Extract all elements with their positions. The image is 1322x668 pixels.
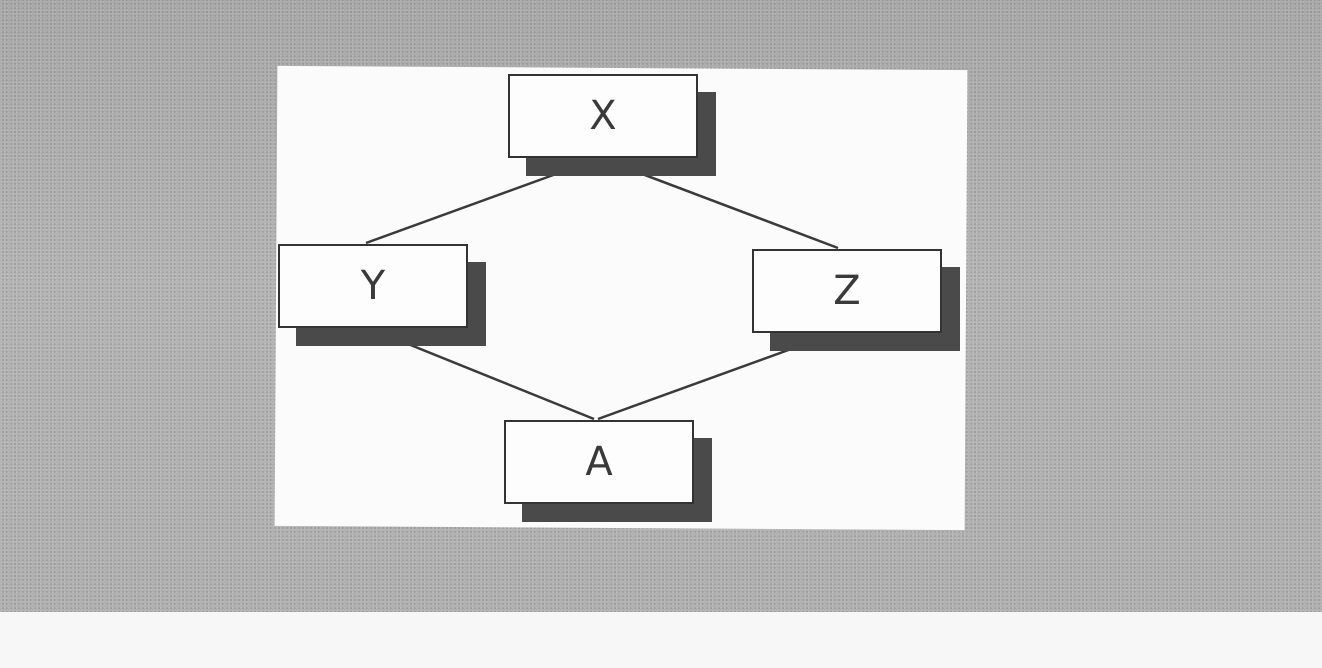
- node-label: Z: [833, 268, 861, 314]
- node-label: A: [585, 439, 613, 485]
- node-box: A: [504, 420, 694, 504]
- node-box: X: [508, 74, 698, 158]
- node-label: Y: [360, 263, 386, 309]
- node-label: X: [589, 93, 617, 139]
- node-a: A: [504, 420, 712, 522]
- node-z: Z: [752, 249, 960, 351]
- node-y: Y: [278, 244, 486, 346]
- node-box: Y: [278, 244, 468, 328]
- node-box: Z: [752, 249, 942, 333]
- node-x: X: [508, 74, 716, 176]
- bottom-margin: [0, 612, 1322, 668]
